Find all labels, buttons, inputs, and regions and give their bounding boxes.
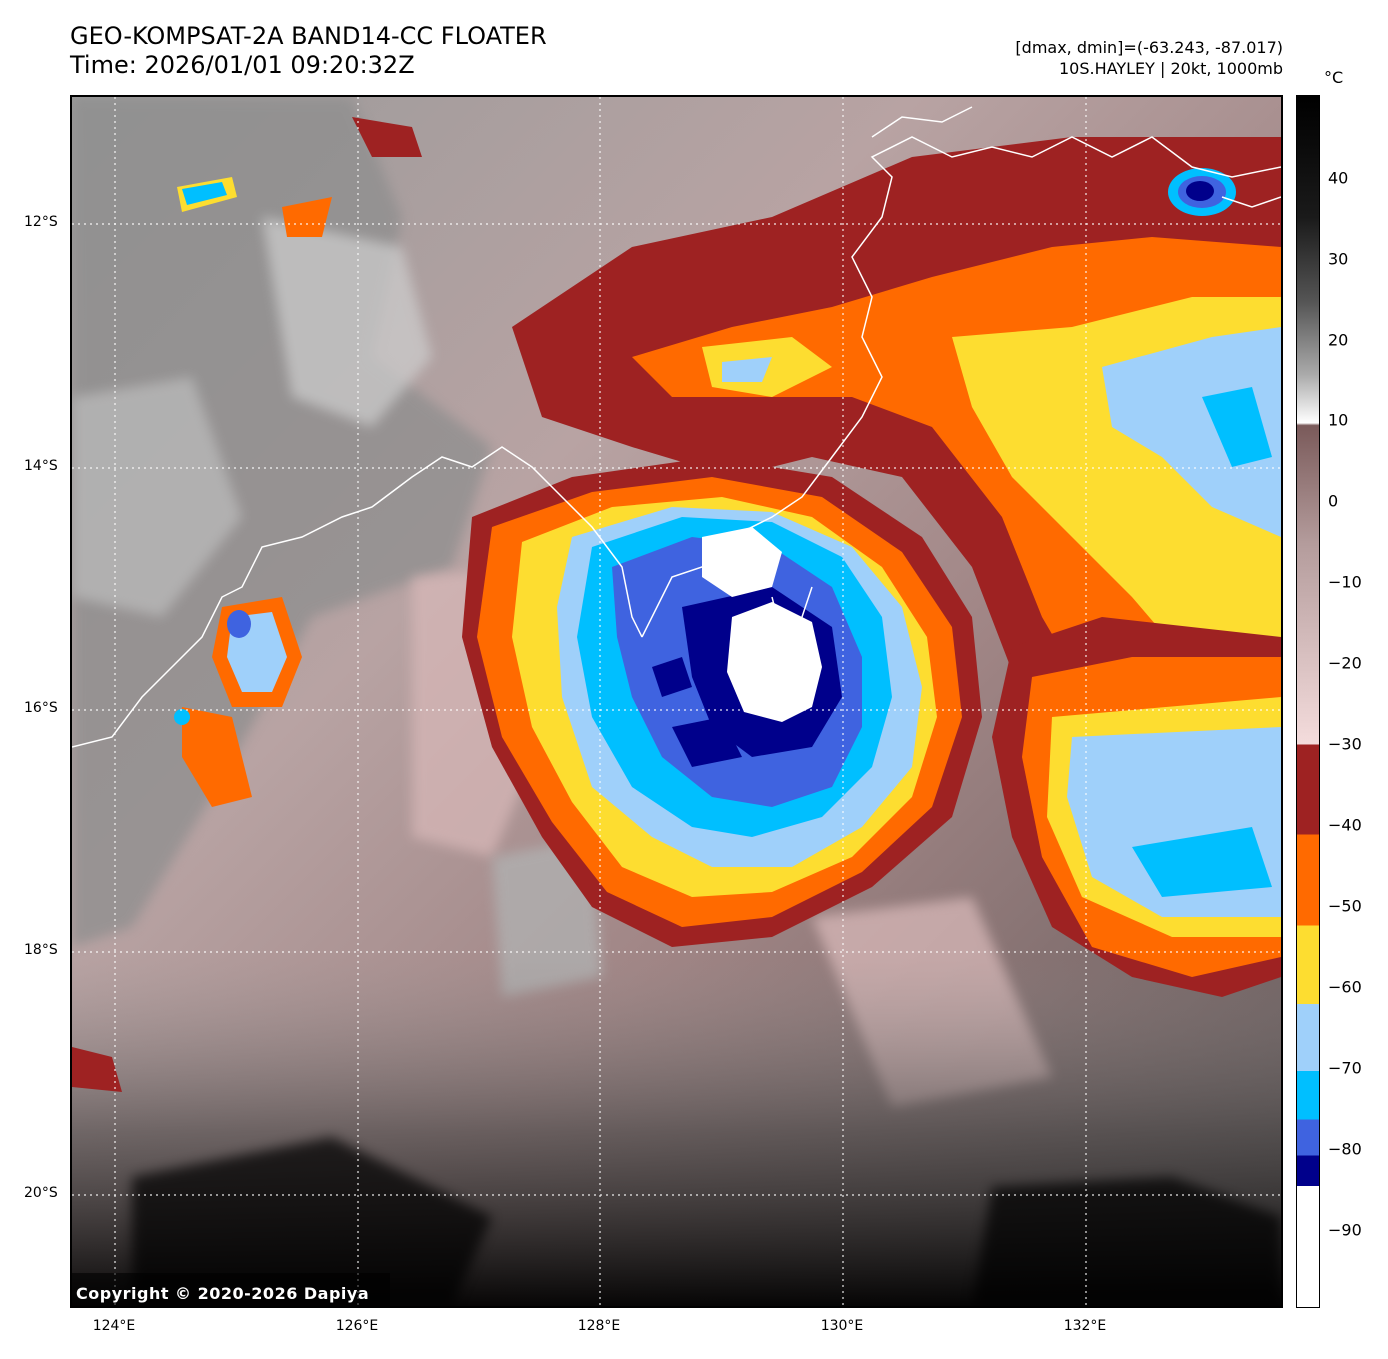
colorbar-tick-0: 0 xyxy=(1328,491,1339,511)
colorbar-tick-40: 40 xyxy=(1328,168,1349,188)
colorbar-tick-minus80: −80 xyxy=(1328,1139,1362,1159)
east-cloud-band xyxy=(992,617,1281,997)
colorbar-tick-minus50: −50 xyxy=(1328,896,1362,916)
colorbar-tick-minus40: −40 xyxy=(1328,815,1362,835)
title-timestamp: Time: 2026/01/01 09:20:32Z xyxy=(70,51,415,79)
convective-cells-west xyxy=(174,117,422,807)
lon-label-126e: 126°E xyxy=(335,1318,379,1334)
tropical-cyclone-core xyxy=(462,457,982,947)
colorbar-tick-10: 10 xyxy=(1328,410,1349,430)
info-storm: 10S.HAYLEY | 20kt, 1000mb xyxy=(1059,59,1283,78)
satellite-imagery xyxy=(72,97,1281,1306)
lat-label-16s: 16°S xyxy=(24,700,58,716)
colorbar-tick-minus20: −20 xyxy=(1328,653,1362,673)
lat-label-12s: 12°S xyxy=(24,214,58,230)
colorbar-tick-minus30: −30 xyxy=(1328,734,1362,754)
info-dmax-dmin: [dmax, dmin]=(-63.243, -87.017) xyxy=(1015,38,1283,57)
title-satellite-product: GEO-KOMPSAT-2A BAND14-CC FLOATER xyxy=(70,22,547,50)
lat-label-14s: 14°S xyxy=(24,458,58,474)
copyright-notice: Copyright © 2020-2026 Dapiya xyxy=(76,1284,370,1303)
colorbar-tick-20: 20 xyxy=(1328,330,1349,350)
colorbar-tick-30: 30 xyxy=(1328,249,1349,269)
colorbar-tick-minus70: −70 xyxy=(1328,1058,1362,1078)
colorbar-tick-minus90: −90 xyxy=(1328,1220,1362,1240)
temperature-colorbar xyxy=(1296,95,1320,1308)
colorbar-tick-minus60: −60 xyxy=(1328,977,1362,997)
lat-label-18s: 18°S xyxy=(24,942,58,958)
colorbar-unit: °C xyxy=(1324,68,1344,87)
coastlines xyxy=(72,106,1281,748)
lon-label-128e: 128°E xyxy=(577,1318,621,1334)
colorbar-tick-minus10: −10 xyxy=(1328,572,1362,592)
convective-cell-northeast xyxy=(1168,168,1236,216)
lat-label-20s: 20°S xyxy=(24,1185,58,1201)
lon-label-130e: 130°E xyxy=(820,1318,864,1334)
satellite-map xyxy=(70,95,1283,1308)
lon-label-124e: 124°E xyxy=(92,1318,136,1334)
lon-label-132e: 132°E xyxy=(1063,1318,1107,1334)
